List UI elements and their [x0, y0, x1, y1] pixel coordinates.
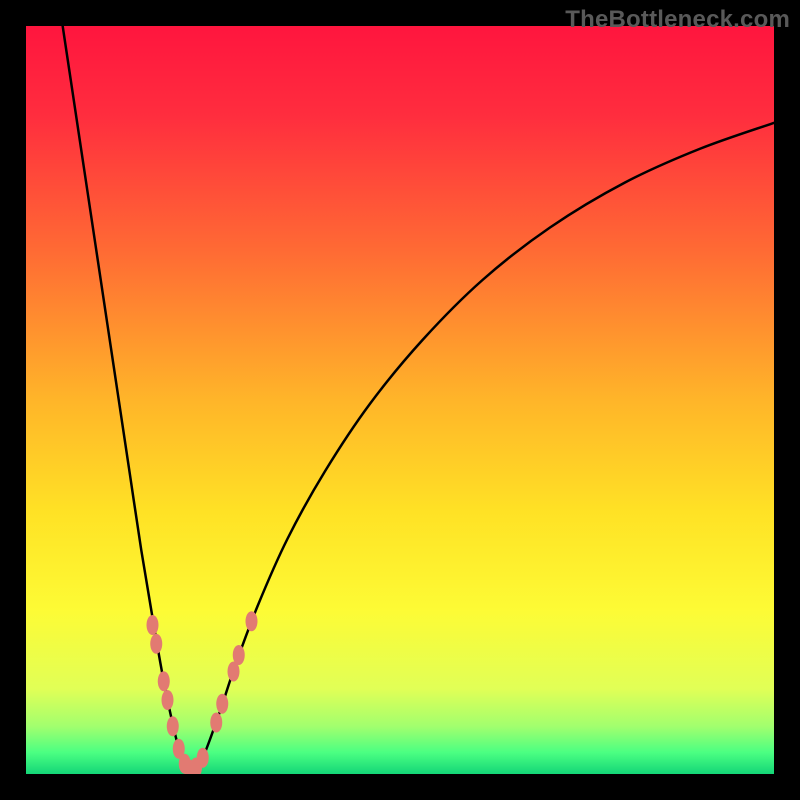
curve-marker: [246, 611, 258, 631]
curve-marker: [233, 645, 245, 665]
curve-marker: [147, 615, 159, 635]
curve-marker: [197, 748, 209, 768]
watermark-text: TheBottleneck.com: [565, 6, 790, 34]
curve-marker: [210, 713, 222, 733]
curve-marker: [158, 671, 170, 691]
curve-marker: [162, 690, 174, 710]
curve-marker: [150, 634, 162, 654]
curve-marker: [216, 694, 228, 714]
chart-plot-area: [25, 25, 775, 775]
curve-marker: [167, 716, 179, 736]
bottleneck-chart: [0, 0, 800, 800]
